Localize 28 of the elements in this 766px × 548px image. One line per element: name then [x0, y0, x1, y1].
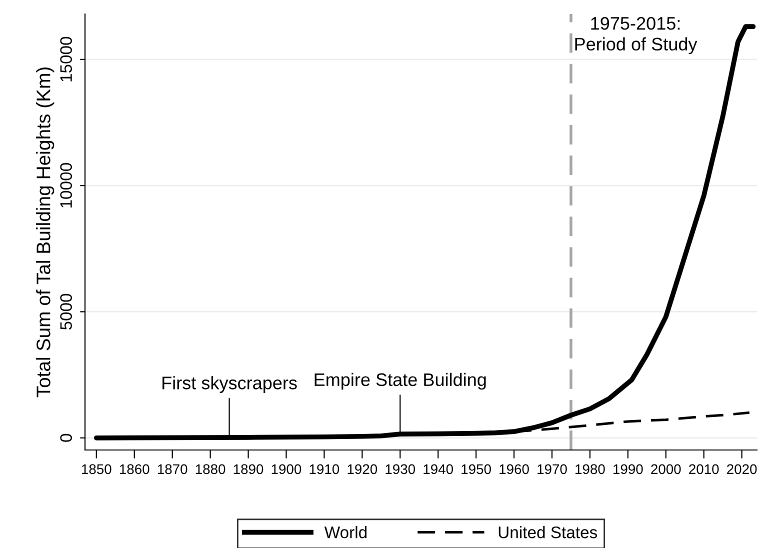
annotation: Empire State Building [314, 372, 486, 390]
y-tick-label: 10000 [60, 163, 72, 208]
x-tick-label: 1950 [462, 464, 491, 474]
x-tick-label: 2010 [689, 464, 719, 474]
x-tick-label: 1930 [386, 464, 416, 474]
x-tick-label: 1850 [82, 464, 112, 474]
x-tick-label: 1890 [234, 464, 264, 474]
x-tick-label: 1910 [310, 464, 340, 474]
x-tick-label: 1870 [158, 464, 188, 474]
x-tick-label: 1880 [196, 464, 226, 474]
ref-line-label: 1975-2015: Period of Study [575, 17, 698, 54]
x-tick-label: 1940 [424, 464, 453, 474]
y-tick-label: 0 [60, 434, 72, 442]
legend-label: United States [498, 526, 598, 538]
x-tick-label: 1960 [500, 464, 529, 474]
x-tick-label: 2020 [727, 464, 757, 474]
legend-label: World [324, 526, 367, 538]
y-axis-title: Total Sum of Tal Building Heights (Km) [36, 67, 54, 398]
x-tick-label: 2000 [651, 464, 681, 474]
x-tick-label: 1860 [120, 464, 150, 474]
x-tick-label: 1990 [614, 464, 643, 474]
x-tick-label: 1980 [576, 464, 605, 474]
x-tick-label: 1970 [538, 464, 567, 474]
y-tick-label: 15000 [60, 36, 72, 82]
y-tick-label: 5000 [60, 294, 72, 330]
x-tick-label: 1900 [272, 464, 302, 474]
annotation: First skyscrapers [162, 376, 297, 393]
x-tick-label: 1920 [348, 464, 378, 474]
